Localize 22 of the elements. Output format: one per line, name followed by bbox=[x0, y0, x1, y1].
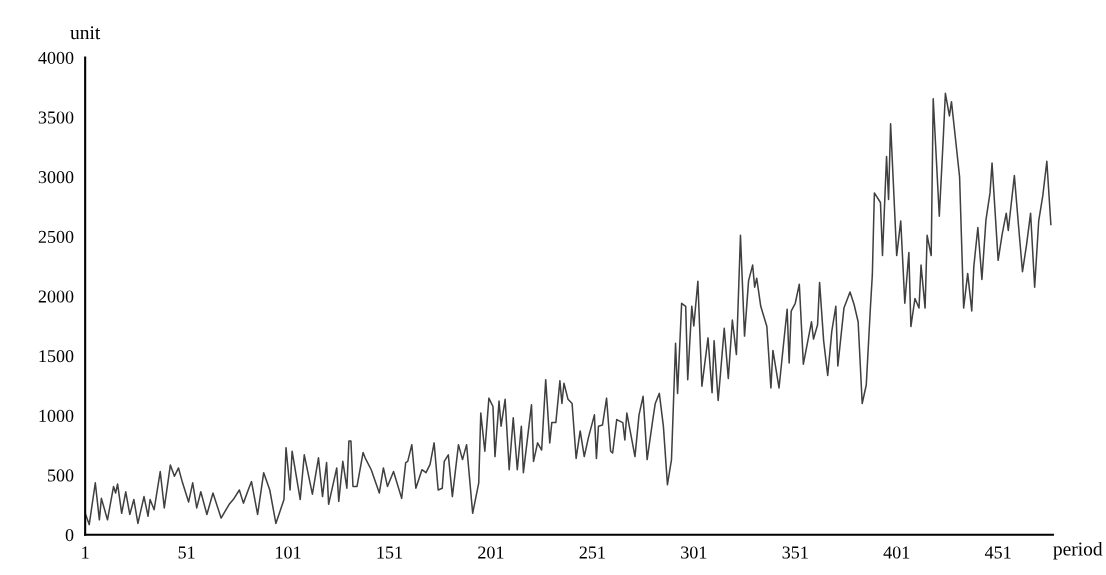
x-tick-label: 301 bbox=[681, 546, 707, 559]
x-tick-label: 451 bbox=[984, 546, 1011, 559]
x-tick-label: 151 bbox=[377, 546, 402, 559]
y-tick-label: 2000 bbox=[38, 290, 74, 303]
y-tick-label: 3000 bbox=[38, 171, 74, 184]
y-tick-label: 0 bbox=[65, 529, 74, 542]
y-tick-label: 1000 bbox=[39, 409, 74, 422]
y-tick-label: 500 bbox=[48, 469, 74, 482]
y-tick-label: 1500 bbox=[39, 350, 74, 363]
x-tick-label: 101 bbox=[276, 546, 301, 559]
y-tick-label: 2500 bbox=[38, 230, 74, 243]
x-axis-title: period bbox=[1053, 541, 1103, 560]
x-tick-label: 1 bbox=[82, 546, 89, 559]
x-tick-label: 401 bbox=[883, 546, 910, 559]
x-tick-label: 251 bbox=[579, 546, 605, 559]
y-tick-label: 3500 bbox=[38, 111, 74, 124]
y-tick-label: 4000 bbox=[38, 51, 74, 64]
x-tick-label: 351 bbox=[782, 546, 808, 559]
line-series bbox=[85, 92, 1052, 526]
x-tick-label: 201 bbox=[478, 546, 504, 559]
y-axis-title: unit bbox=[70, 26, 101, 40]
x-tick-label: 51 bbox=[178, 546, 195, 559]
